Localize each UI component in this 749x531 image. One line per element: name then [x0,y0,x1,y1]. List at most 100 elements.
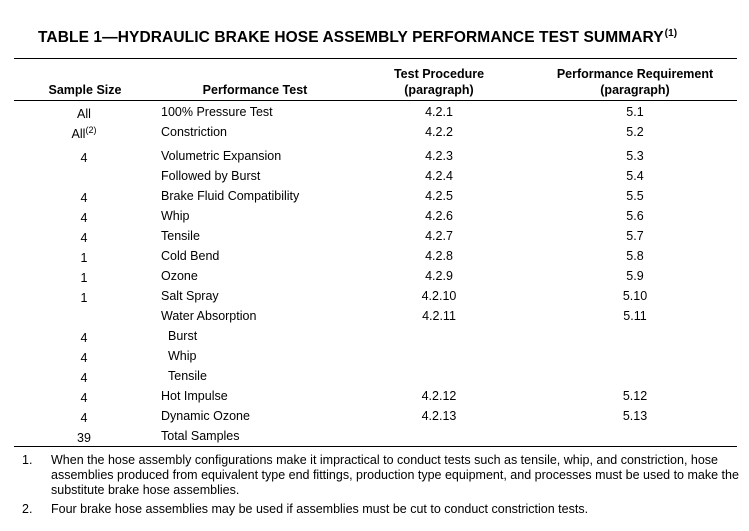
header-performance-requirement: Performance Requirement (paragraph) [535,66,735,98]
cell-performance-test: Burst [168,329,198,343]
table-row: 4 Tensile [0,369,749,389]
cell-sample-size-value: 4 [80,351,88,365]
header-test-procedure: Test Procedure (paragraph) [377,66,501,98]
cell-sample-size: 4 [44,389,124,405]
cell-performance-test: Dynamic Ozone [161,409,250,423]
cell-sample-size-value: 4 [80,391,88,405]
cell-sample-size: All [44,105,124,121]
cell-performance-test: 100% Pressure Test [161,105,273,119]
cell-sample-size-value: 39 [77,431,91,445]
cell-performance-test: Total Samples [161,429,240,443]
cell-sample-size: 1 [44,289,124,305]
footnote-text: Four brake hose assemblies may be used i… [51,502,589,516]
cell-sample-size: 4 [44,329,124,345]
cell-sample-size-value: All [71,127,86,141]
cell-test-procedure: 4.2.6 [425,209,453,223]
cell-performance-test: Hot Impulse [161,389,228,403]
footnote-2: 2. Four brake hose assemblies may be use… [22,502,742,518]
cell-performance-test: Volumetric Expansion [161,149,282,163]
cell-performance-test: Followed by Burst [161,169,261,183]
cell-sample-size: 4 [44,229,124,245]
cell-sample-size: All(2) [44,125,124,141]
table-row: 4 Volumetric Expansion 4.2.3 5.3 [0,149,749,169]
cell-test-procedure: 4.2.10 [421,289,457,303]
cell-test-procedure: 4.2.1 [425,105,453,119]
cell-performance-requirement: 5.10 [622,289,648,303]
cell-test-procedure: 4.2.3 [425,149,453,163]
table-row: Water Absorption 4.2.11 5.11 [0,309,749,329]
cell-performance-requirement: 5.13 [622,409,648,423]
cell-test-procedure: 4.2.7 [425,229,453,243]
cell-performance-test: Water Absorption [161,309,257,323]
table-row: 4 Brake Fluid Compatibility 4.2.5 5.5 [0,189,749,209]
table-row: 39 Total Samples [0,429,749,449]
table-row: 4 Whip 4.2.6 5.6 [0,209,749,229]
header-sample-size: Sample Size [48,83,122,97]
footnote-number: 2. [22,502,33,516]
cell-performance-requirement: 5.12 [622,389,648,403]
footnote-text: When the hose assembly configurations ma… [51,453,739,497]
cell-test-procedure: 4.2.13 [421,409,457,423]
footnote-1: 1. When the hose assembly configurations… [22,453,742,498]
cell-performance-requirement: 5.1 [626,105,644,119]
cell-sample-size: 1 [44,249,124,265]
table-row: 4 Tensile 4.2.7 5.7 [0,229,749,249]
header-bottom-rule [14,100,737,101]
cell-sample-size-value: 4 [80,151,88,165]
cell-sample-size-value: 4 [80,191,88,205]
cell-test-procedure: 4.2.2 [425,125,453,139]
cell-sample-size-footnote-ref: (2) [85,125,97,135]
header-test-procedure-line2: (paragraph) [404,83,474,97]
cell-performance-requirement: 5.6 [626,209,644,223]
cell-performance-requirement: 5.9 [626,269,644,283]
cell-sample-size: 4 [44,209,124,225]
table-top-rule [14,58,737,59]
cell-sample-size-value: 4 [80,371,88,385]
cell-sample-size-value: All [77,107,91,121]
cell-performance-test: Cold Bend [161,249,220,263]
table-title: TABLE 1—HYDRAULIC BRAKE HOSE ASSEMBLY PE… [38,28,738,47]
cell-sample-size-value: 4 [80,331,88,345]
cell-performance-test: Constriction [161,125,227,139]
table-row: 1 Salt Spray 4.2.10 5.10 [0,289,749,309]
table-title-footnote-ref: (1) [664,28,678,39]
cell-sample-size: 4 [44,189,124,205]
cell-test-procedure: 4.2.4 [425,169,453,183]
cell-performance-test: Tensile [168,369,207,383]
cell-sample-size-value: 1 [80,271,88,285]
cell-sample-size-value: 1 [80,251,88,265]
cell-sample-size: 4 [44,369,124,385]
cell-sample-size: 1 [44,269,124,285]
table-row: Followed by Burst 4.2.4 5.4 [0,169,749,189]
table-title-text: TABLE 1—HYDRAULIC BRAKE HOSE ASSEMBLY PE… [38,29,664,46]
cell-sample-size: 4 [44,349,124,365]
cell-test-procedure: 4.2.8 [425,249,453,263]
table-row: All(2) Constriction 4.2.2 5.2 [0,125,749,145]
cell-performance-requirement: 5.7 [626,229,644,243]
cell-sample-size: 4 [44,149,124,165]
cell-performance-test: Brake Fluid Compatibility [161,189,300,203]
header-performance-test: Performance Test [202,83,308,97]
cell-test-procedure: 4.2.5 [425,189,453,203]
header-performance-requirement-line2: (paragraph) [600,83,670,97]
table-row: 1 Cold Bend 4.2.8 5.8 [0,249,749,269]
cell-sample-size: 39 [44,429,124,445]
cell-test-procedure: 4.2.9 [425,269,453,283]
cell-performance-requirement: 5.11 [623,309,647,323]
cell-performance-test: Tensile [161,229,200,243]
header-performance-requirement-line1: Performance Requirement [556,67,714,81]
table-row: 4 Hot Impulse 4.2.12 5.12 [0,389,749,409]
cell-performance-requirement: 5.8 [626,249,644,263]
cell-performance-test: Ozone [161,269,198,283]
cell-sample-size: 4 [44,409,124,425]
table-row: 1 Ozone 4.2.9 5.9 [0,269,749,289]
cell-performance-test: Whip [161,209,190,223]
footnote-number: 1. [22,453,33,467]
cell-performance-requirement: 5.2 [626,125,644,139]
cell-test-procedure: 4.2.11 [422,309,456,323]
table-row: 4 Dynamic Ozone 4.2.13 5.13 [0,409,749,429]
header-test-procedure-line1: Test Procedure [393,67,485,81]
table-row: 4 Whip [0,349,749,369]
table-row: All 100% Pressure Test 4.2.1 5.1 [0,105,749,125]
cell-performance-test: Whip [168,349,197,363]
